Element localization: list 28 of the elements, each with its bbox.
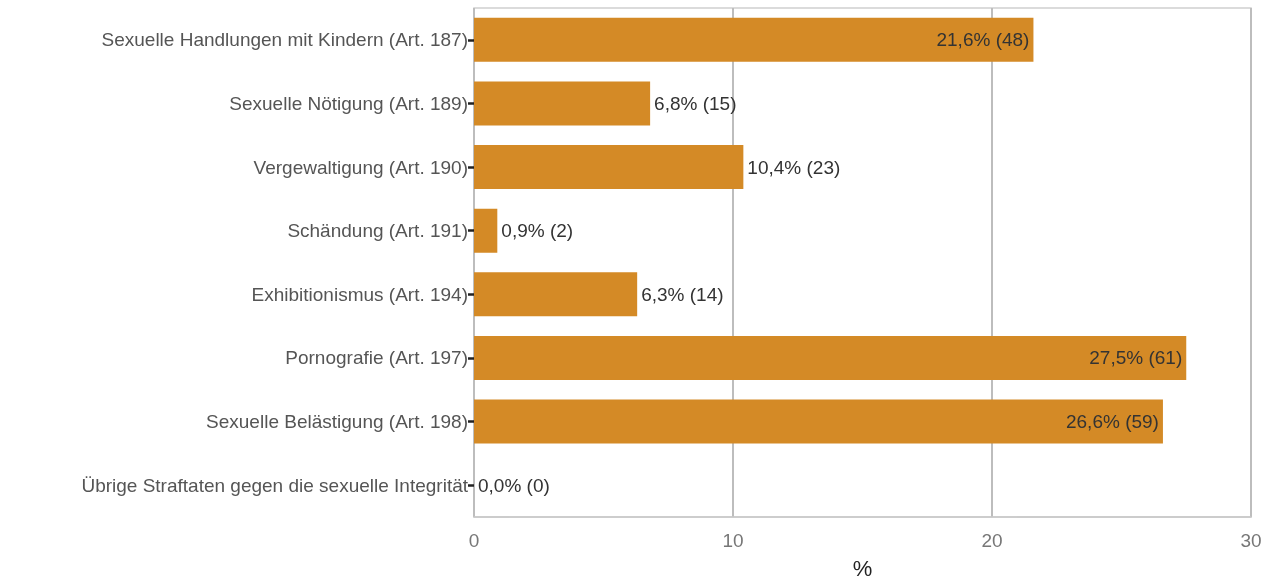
data-label: 27,5% (61) [1089, 347, 1183, 369]
data-label: 0,0% (0) [478, 474, 550, 496]
y-tick-label: Schändung (Art. 191) [287, 220, 468, 242]
data-label: 10,4% (23) [747, 156, 841, 178]
y-tick-label: Pornografie (Art. 197) [285, 347, 468, 369]
bar [474, 335, 1187, 380]
y-tick-label: Übrige Straftaten gegen die sexuelle Integrität [81, 474, 469, 496]
y-tick-label: Sexuelle Handlungen mit Kindern (Art. 187) [101, 29, 468, 51]
x-tick-label: 20 [981, 530, 1003, 551]
bar [474, 145, 744, 190]
bar [474, 208, 498, 253]
x-tick-label: 10 [722, 530, 744, 551]
y-tick-label: Sexuelle Belästigung (Art. 198) [206, 411, 468, 433]
x-tick-label: 0 [468, 530, 480, 551]
data-label: 6,8% (15) [654, 92, 737, 114]
bar [474, 81, 651, 126]
y-tick-label: Exhibitionismus (Art. 194) [251, 283, 468, 305]
bar [474, 272, 638, 317]
x-axis-title: % [852, 555, 873, 581]
y-tick-label: Sexuelle Nötigung (Art. 189) [229, 92, 468, 114]
bar [474, 399, 1163, 444]
x-tick-label: 30 [1240, 530, 1262, 551]
data-label: 21,6% (48) [936, 29, 1030, 51]
bar [474, 17, 1034, 62]
data-label: 6,3% (14) [641, 283, 724, 305]
data-label: 0,9% (2) [501, 220, 574, 242]
data-label: 26,6% (59) [1065, 411, 1159, 433]
y-tick-label: Vergewaltigung (Art. 190) [253, 156, 468, 178]
